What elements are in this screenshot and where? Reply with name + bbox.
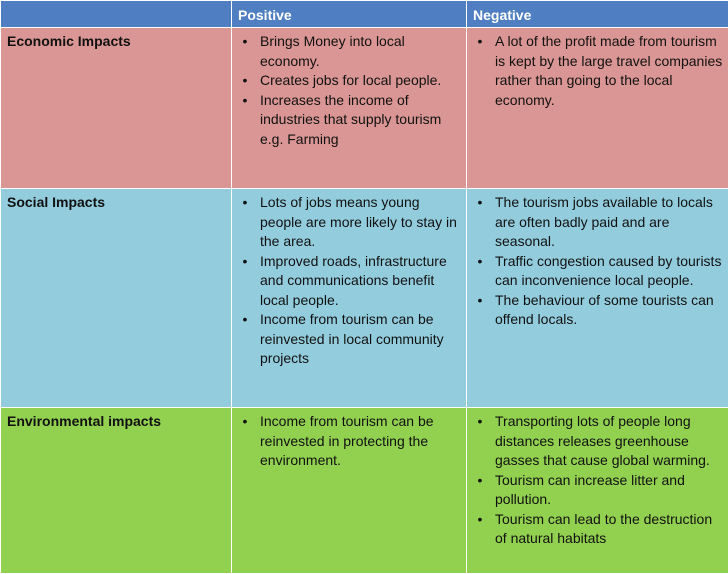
bullet-icon: •: [473, 32, 487, 52]
list-item: • The tourism jobs available to locals ar…: [473, 193, 724, 252]
bullet-icon: •: [473, 471, 487, 491]
list-item-text: Improved roads, infrastructure and commu…: [260, 253, 447, 308]
bullet-icon: •: [238, 310, 252, 330]
bullet-icon: •: [473, 193, 487, 213]
bullet-icon: •: [238, 252, 252, 272]
list-item-text: Brings Money into local economy.: [260, 33, 405, 69]
header-negative: Negative: [467, 1, 728, 28]
list-item: • Increases the income of industries that…: [238, 91, 462, 150]
list-item: • A lot of the profit made from tourism i…: [473, 32, 724, 110]
list-item-text: Creates jobs for local people.: [260, 72, 441, 88]
list-item: • Income from tourism can be reinvested i…: [238, 310, 462, 369]
bullet-icon: •: [238, 412, 252, 432]
list-item: • Transporting lots of people long distan…: [473, 412, 724, 471]
list-item-text: Transporting lots of people long distanc…: [495, 413, 710, 468]
bullet-icon: •: [238, 71, 252, 91]
list-item: • Income from tourism can be reinvested i…: [238, 412, 462, 471]
row-label-social: Social Impacts: [1, 189, 232, 408]
list-item-text: Income from tourism can be reinvested in…: [260, 311, 444, 366]
environmental-impacts-row: Environmental impacts • Income from touri…: [1, 408, 728, 574]
social-negative-cell: • The tourism jobs available to locals ar…: [467, 189, 728, 408]
bullet-icon: •: [238, 91, 252, 111]
list-item-text: A lot of the profit made from tourism is…: [495, 33, 722, 108]
economic-negative-list: • A lot of the profit made from tourism i…: [473, 32, 724, 110]
social-negative-list: • The tourism jobs available to locals ar…: [473, 193, 724, 330]
bullet-icon: •: [473, 252, 487, 272]
row-label-environmental: Environmental impacts: [1, 408, 232, 574]
list-item-text: The behaviour of some tourists can offen…: [495, 292, 714, 328]
list-item: • Brings Money into local economy.: [238, 32, 462, 71]
list-item-text: Tourism can lead to the destruction of n…: [495, 511, 712, 547]
header-corner-cell: [1, 1, 232, 28]
environmental-positive-cell: • Income from tourism can be reinvested i…: [232, 408, 467, 574]
list-item: • Creates jobs for local people.: [238, 71, 462, 91]
economic-negative-cell: • A lot of the profit made from tourism i…: [467, 28, 728, 189]
list-item: • Improved roads, infrastructure and comm…: [238, 252, 462, 311]
economic-impacts-row: Economic Impacts • Brings Money into loca…: [1, 28, 728, 189]
environmental-negative-cell: • Transporting lots of people long distan…: [467, 408, 728, 574]
bullet-icon: •: [473, 412, 487, 432]
header-row: Positive Negative: [1, 1, 728, 28]
list-item-text: Increases the income of industries that …: [260, 92, 441, 147]
economic-positive-cell: • Brings Money into local economy. • Creat…: [232, 28, 467, 189]
environmental-positive-list: • Income from tourism can be reinvested i…: [238, 412, 462, 471]
social-positive-list: • Lots of jobs means young people are mor…: [238, 193, 462, 369]
row-label-economic: Economic Impacts: [1, 28, 232, 189]
list-item: • Lots of jobs means young people are mor…: [238, 193, 462, 252]
list-item-text: Lots of jobs means young people are more…: [260, 194, 457, 249]
bullet-icon: •: [238, 193, 252, 213]
list-item-text: The tourism jobs available to locals are…: [495, 194, 713, 249]
social-positive-cell: • Lots of jobs means young people are mor…: [232, 189, 467, 408]
list-item: • Traffic congestion caused by tourists c…: [473, 252, 724, 291]
economic-positive-list: • Brings Money into local economy. • Creat…: [238, 32, 462, 149]
list-item: • Tourism can increase litter and polluti…: [473, 471, 724, 510]
environmental-negative-list: • Transporting lots of people long distan…: [473, 412, 724, 549]
header-positive: Positive: [232, 1, 467, 28]
social-impacts-row: Social Impacts • Lots of jobs means young…: [1, 189, 728, 408]
list-item: • The behaviour of some tourists can offe…: [473, 291, 724, 330]
bullet-icon: •: [473, 291, 487, 311]
list-item: • Tourism can lead to the destruction of …: [473, 510, 724, 549]
bullet-icon: •: [238, 32, 252, 52]
list-item-text: Income from tourism can be reinvested in…: [260, 413, 434, 468]
list-item-text: Tourism can increase litter and pollutio…: [495, 472, 685, 508]
list-item-text: Traffic congestion caused by tourists ca…: [495, 253, 721, 289]
bullet-icon: •: [473, 510, 487, 530]
